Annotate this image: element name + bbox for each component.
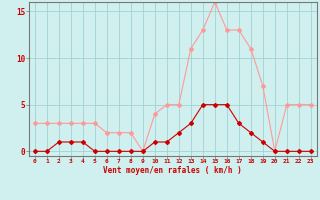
- X-axis label: Vent moyen/en rafales ( km/h ): Vent moyen/en rafales ( km/h ): [103, 166, 242, 175]
